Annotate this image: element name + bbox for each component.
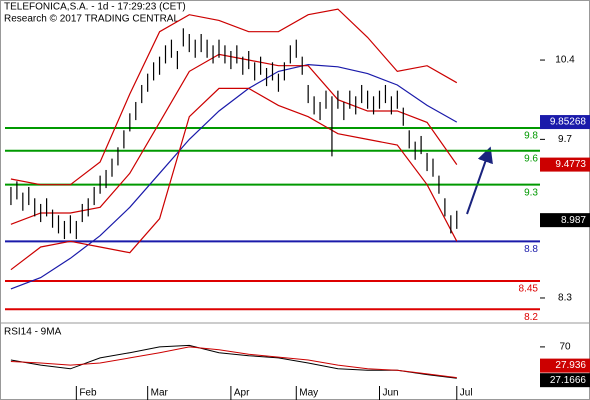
price-last-box bbox=[540, 213, 590, 228]
chart-subtitle: Research © 2017 TRADING CENTRAL bbox=[4, 14, 179, 25]
rsi-title: RSI14 - 9MA bbox=[4, 327, 62, 338]
x-tick-label: Apr bbox=[234, 388, 250, 399]
overlay-line bbox=[10, 8, 458, 186]
level-label: 9.8 bbox=[524, 131, 538, 142]
y-tick-label: 10.4 bbox=[555, 55, 575, 66]
rsi-line bbox=[10, 346, 457, 379]
y-tick-label: 9.7 bbox=[558, 134, 572, 145]
level-label: 9.3 bbox=[524, 187, 538, 198]
x-tick-label: May bbox=[299, 388, 318, 399]
rsi-last-box bbox=[540, 373, 590, 388]
rsi-tick-label: 70 bbox=[559, 342, 571, 353]
chart-title: TELEFONICA,S.A. - 1d - 17:29:23 (CET) bbox=[4, 2, 186, 13]
band-last: 9.4773 bbox=[555, 159, 586, 170]
x-tick-label: Jun bbox=[383, 388, 399, 399]
level-label: 8.8 bbox=[524, 244, 538, 255]
rsi-last: 27.1666 bbox=[550, 375, 587, 386]
level-label: 8.2 bbox=[524, 312, 538, 323]
x-tick-label: Jul bbox=[460, 388, 473, 399]
price-last: 8.987 bbox=[561, 215, 586, 226]
level-label: 9.6 bbox=[524, 153, 538, 164]
overlay-line bbox=[10, 63, 458, 290]
overlay-line bbox=[10, 53, 458, 225]
x-tick-label: Feb bbox=[79, 388, 97, 399]
level-label: 8.45 bbox=[519, 284, 539, 295]
ma-last: 9.85268 bbox=[550, 117, 587, 128]
x-tick-label: Mar bbox=[151, 388, 169, 399]
overlay-line bbox=[10, 87, 458, 271]
y-tick-label: 8.3 bbox=[558, 293, 572, 304]
rsi-line bbox=[10, 344, 457, 379]
ma-last-box bbox=[540, 115, 590, 130]
band-last-box bbox=[540, 157, 590, 172]
rsi-ma-last: 27.936 bbox=[555, 360, 586, 371]
rsi-ma-last-box bbox=[540, 358, 590, 373]
